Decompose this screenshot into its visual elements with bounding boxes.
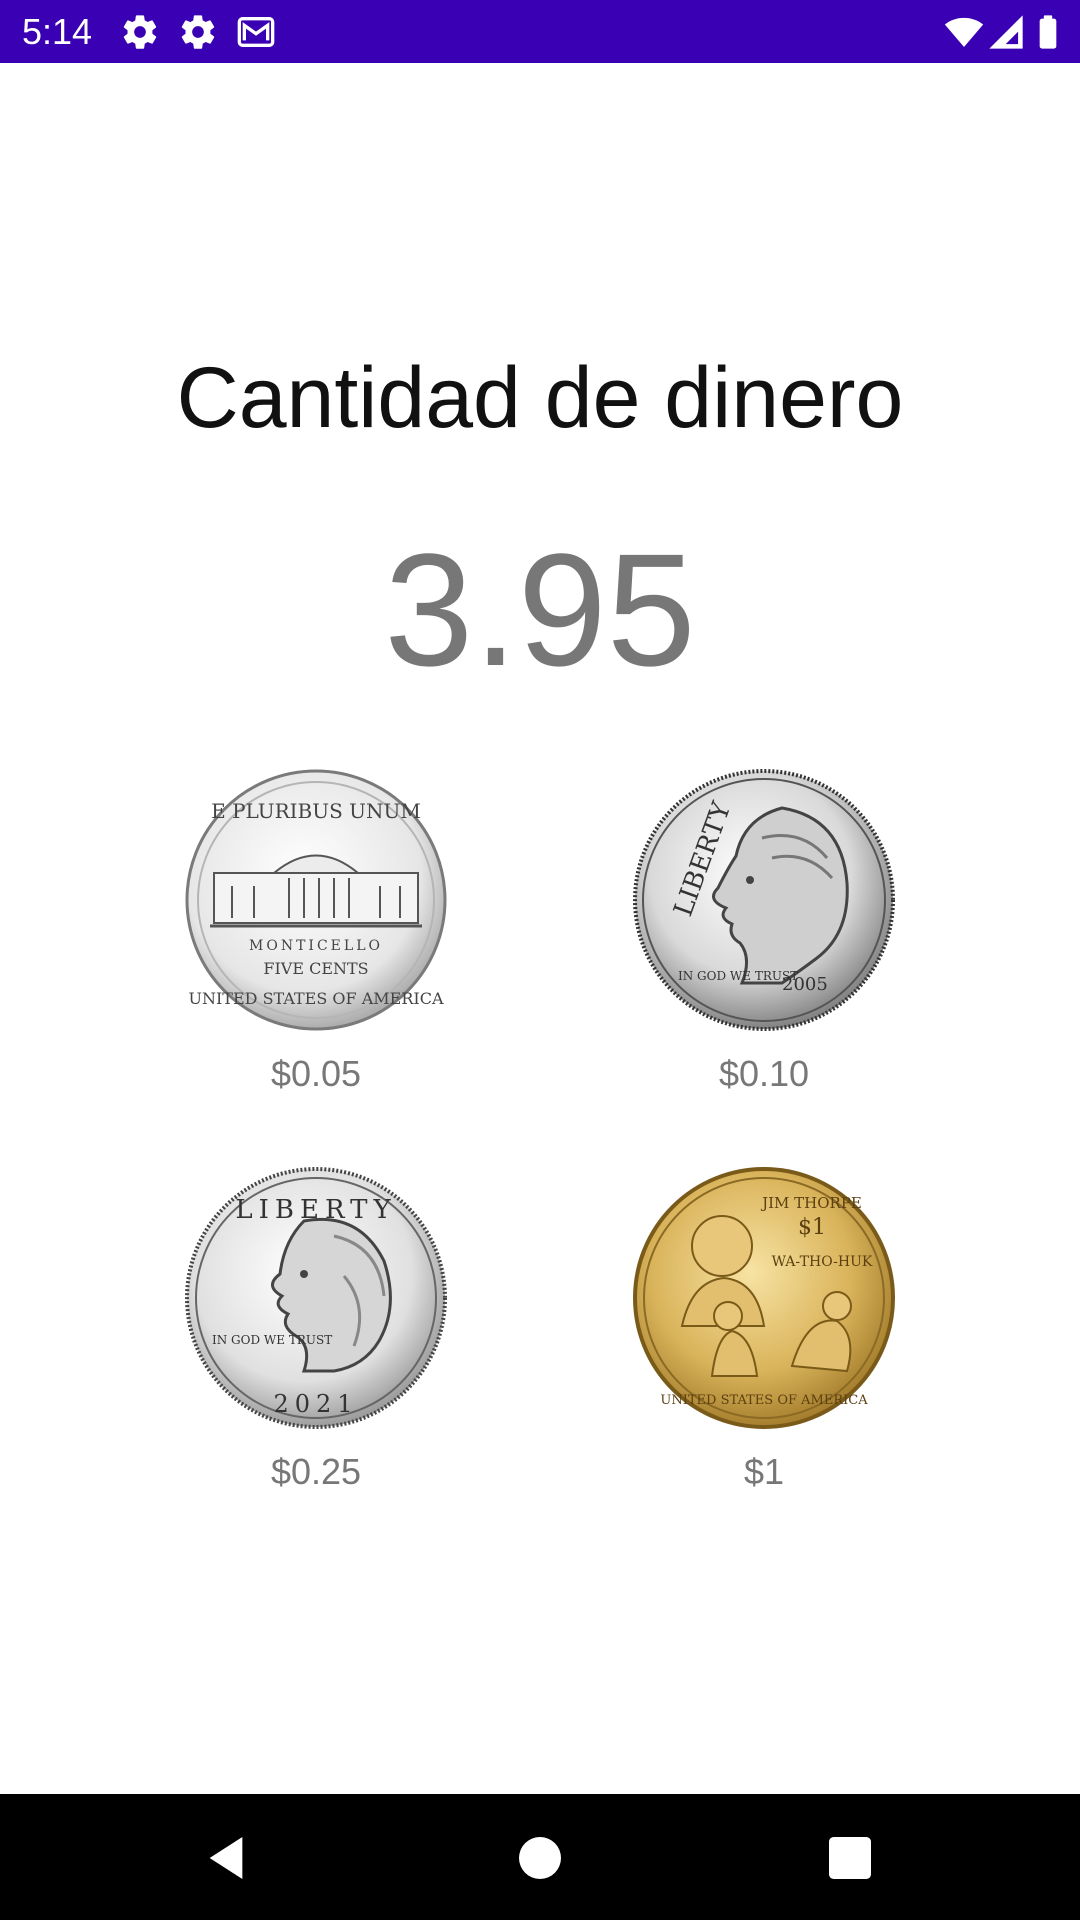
coin-label: $0.05 xyxy=(270,1053,362,1094)
svg-text:JIM THORPE: JIM THORPE xyxy=(760,1194,862,1212)
svg-text:UNITED STATES OF AMERICA: UNITED STATES OF AMERICA xyxy=(189,989,444,1008)
back-icon[interactable] xyxy=(198,1830,254,1886)
settings-icon xyxy=(123,15,157,49)
svg-text:IN GOD WE TRUST: IN GOD WE TRUST xyxy=(212,1333,332,1347)
svg-text:2021: 2021 xyxy=(273,1390,358,1418)
recents-icon[interactable] xyxy=(822,1830,878,1886)
coin-dollar-button[interactable]: JIM THORPE $1 WA-THO-HUK UNITED STATES O… xyxy=(614,1166,914,1494)
svg-text:E PLURIBUS UNUM: E PLURIBUS UNUM xyxy=(211,799,421,823)
coin-quarter-button[interactable]: LIBERTY IN GOD WE TRUST 2021 $0.25 xyxy=(166,1166,466,1494)
gmail-icon xyxy=(237,17,275,47)
page-title: Cantidad de dinero xyxy=(176,350,904,446)
svg-text:2005: 2005 xyxy=(782,974,828,995)
nickel-coin-image[interactable]: E PLURIBUS UNUM MONTICELLO FIVE CENTS UN… xyxy=(184,768,448,1032)
svg-text:$1: $1 xyxy=(798,1215,826,1240)
svg-text:LIBERTY: LIBERTY xyxy=(235,1195,396,1225)
battery-icon xyxy=(1039,15,1057,49)
money-amount: 3.95 xyxy=(384,520,696,699)
home-icon[interactable] xyxy=(512,1830,568,1886)
svg-text:UNITED STATES OF AMERICA: UNITED STATES OF AMERICA xyxy=(660,1393,868,1408)
coin-label: $0.10 xyxy=(718,1053,810,1094)
svg-text:IN GOD WE TRUST: IN GOD WE TRUST xyxy=(678,969,798,983)
status-bar: 5:14 xyxy=(0,0,1080,63)
svg-text:FIVE CENTS: FIVE CENTS xyxy=(263,959,368,978)
quarter-coin-image[interactable]: LIBERTY IN GOD WE TRUST 2021 xyxy=(184,1166,448,1430)
coin-label: $1 xyxy=(743,1451,785,1492)
svg-text:WA-THO-HUK: WA-THO-HUK xyxy=(772,1254,873,1270)
settings-icon xyxy=(181,15,215,49)
dime-coin-image[interactable]: LIBERTY IN GOD WE TRUST 2005 xyxy=(632,768,896,1032)
coin-dime-button[interactable]: LIBERTY IN GOD WE TRUST 2005 $0.10 xyxy=(614,768,914,1096)
wifi-icon xyxy=(944,17,984,47)
dollar-coin-image[interactable]: JIM THORPE $1 WA-THO-HUK UNITED STATES O… xyxy=(632,1166,896,1430)
signal-icon xyxy=(989,15,1023,49)
navigation-bar xyxy=(0,1794,1080,1920)
status-time: 5:14 xyxy=(22,11,93,52)
coin-label: $0.25 xyxy=(270,1451,362,1492)
coin-nickel-button[interactable]: E PLURIBUS UNUM MONTICELLO FIVE CENTS UN… xyxy=(166,768,466,1096)
svg-text:MONTICELLO: MONTICELLO xyxy=(249,938,383,954)
